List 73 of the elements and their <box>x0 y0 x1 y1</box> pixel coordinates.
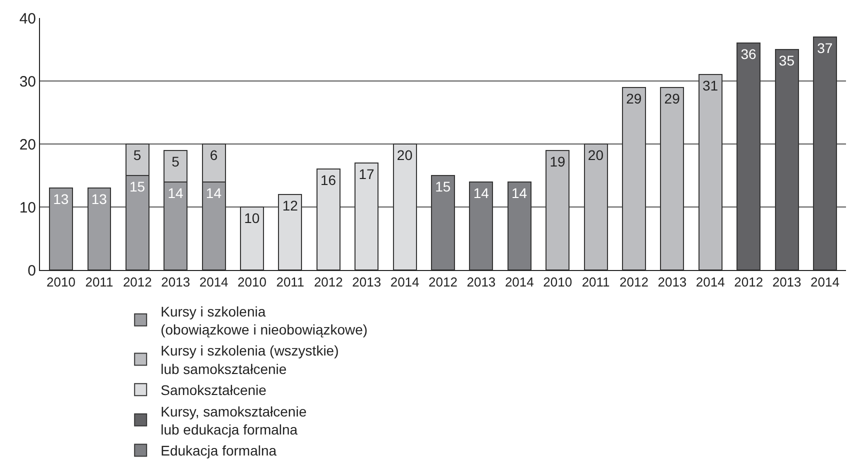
x-tick-label: 2012 <box>428 274 458 290</box>
data-label: 14 <box>512 184 528 201</box>
legend-label: Kursy i szkolenia (wszystkie) lub samokształcenie <box>160 342 339 377</box>
legend-label: Kursy, samokształcenie lub edukacja formalna <box>160 403 307 438</box>
data-label: 10 <box>244 210 260 226</box>
bar <box>698 74 722 270</box>
x-tick-label: 2013 <box>772 274 802 290</box>
data-label: 35 <box>778 52 795 68</box>
x-tick-label: 2012 <box>122 274 152 290</box>
data-label: 5 <box>133 147 142 163</box>
data-label: 37 <box>817 40 833 56</box>
data-label: 15 <box>435 178 451 194</box>
bar <box>660 86 684 270</box>
bar <box>240 206 264 270</box>
x-tick-label: 2010 <box>543 274 572 290</box>
bar <box>507 181 532 270</box>
y-tick-label: 20 <box>19 136 36 154</box>
data-label: 36 <box>740 46 756 62</box>
data-label: 5 <box>172 153 180 170</box>
bar <box>316 168 340 270</box>
data-label: 14 <box>168 184 184 201</box>
x-tick-label: 2012 <box>314 274 343 290</box>
y-tick-label: 30 <box>19 73 36 90</box>
data-label: 14 <box>473 184 490 201</box>
bar <box>469 181 494 270</box>
bar <box>774 49 799 270</box>
y-tick-label: 0 <box>28 262 36 280</box>
x-tick-label: 2014 <box>696 274 725 290</box>
legend-label: Samokształcenie <box>160 382 267 398</box>
data-label: 13 <box>53 191 69 208</box>
bar <box>278 194 302 270</box>
x-tick-label: 2012 <box>734 274 764 290</box>
bar <box>87 188 112 270</box>
x-tick-label: 2013 <box>352 274 382 290</box>
x-tick-label: 2010 <box>46 274 76 290</box>
bar <box>736 42 761 270</box>
data-label: 20 <box>396 147 413 163</box>
x-tick-label: 2014 <box>504 274 534 290</box>
data-label: 20 <box>588 147 604 163</box>
data-label: 6 <box>210 147 218 163</box>
x-tick-label: 2014 <box>810 274 840 290</box>
bar <box>584 144 608 270</box>
data-label: 13 <box>91 191 108 208</box>
bar <box>546 150 570 270</box>
y-tick-label: 40 <box>19 10 36 28</box>
x-tick-label: 2013 <box>658 274 687 290</box>
x-tick-label: 2013 <box>161 274 190 290</box>
bar <box>354 162 379 270</box>
data-label: 16 <box>320 172 336 188</box>
bar <box>392 144 417 270</box>
x-tick-label: 2010 <box>238 274 266 290</box>
data-label: 31 <box>702 78 718 94</box>
data-label: 29 <box>626 90 642 106</box>
legend-label: Edukacja formalna <box>160 442 277 459</box>
x-tick-label: 2011 <box>276 274 304 290</box>
data-label: 29 <box>664 90 680 106</box>
legend-label: Kursy i szkolenia (obowiązkowe i nieobowiązkowe) <box>160 303 368 338</box>
x-tick-label: 2011 <box>582 274 610 290</box>
x-tick-label: 2014 <box>199 274 228 290</box>
x-tick-label: 2012 <box>620 274 648 290</box>
data-label: 12 <box>282 197 298 214</box>
x-tick-label: 2013 <box>466 274 496 290</box>
bar <box>49 188 73 270</box>
x-tick-label: 2011 <box>85 274 114 290</box>
bar <box>431 175 455 270</box>
x-tick-label: 2014 <box>390 274 420 290</box>
y-tick-label: 10 <box>19 199 36 216</box>
data-label: 17 <box>358 166 374 182</box>
data-label: 14 <box>206 184 222 201</box>
bar <box>622 86 646 270</box>
data-label: 15 <box>130 178 146 194</box>
bar <box>813 36 837 270</box>
data-label: 19 <box>550 153 566 170</box>
